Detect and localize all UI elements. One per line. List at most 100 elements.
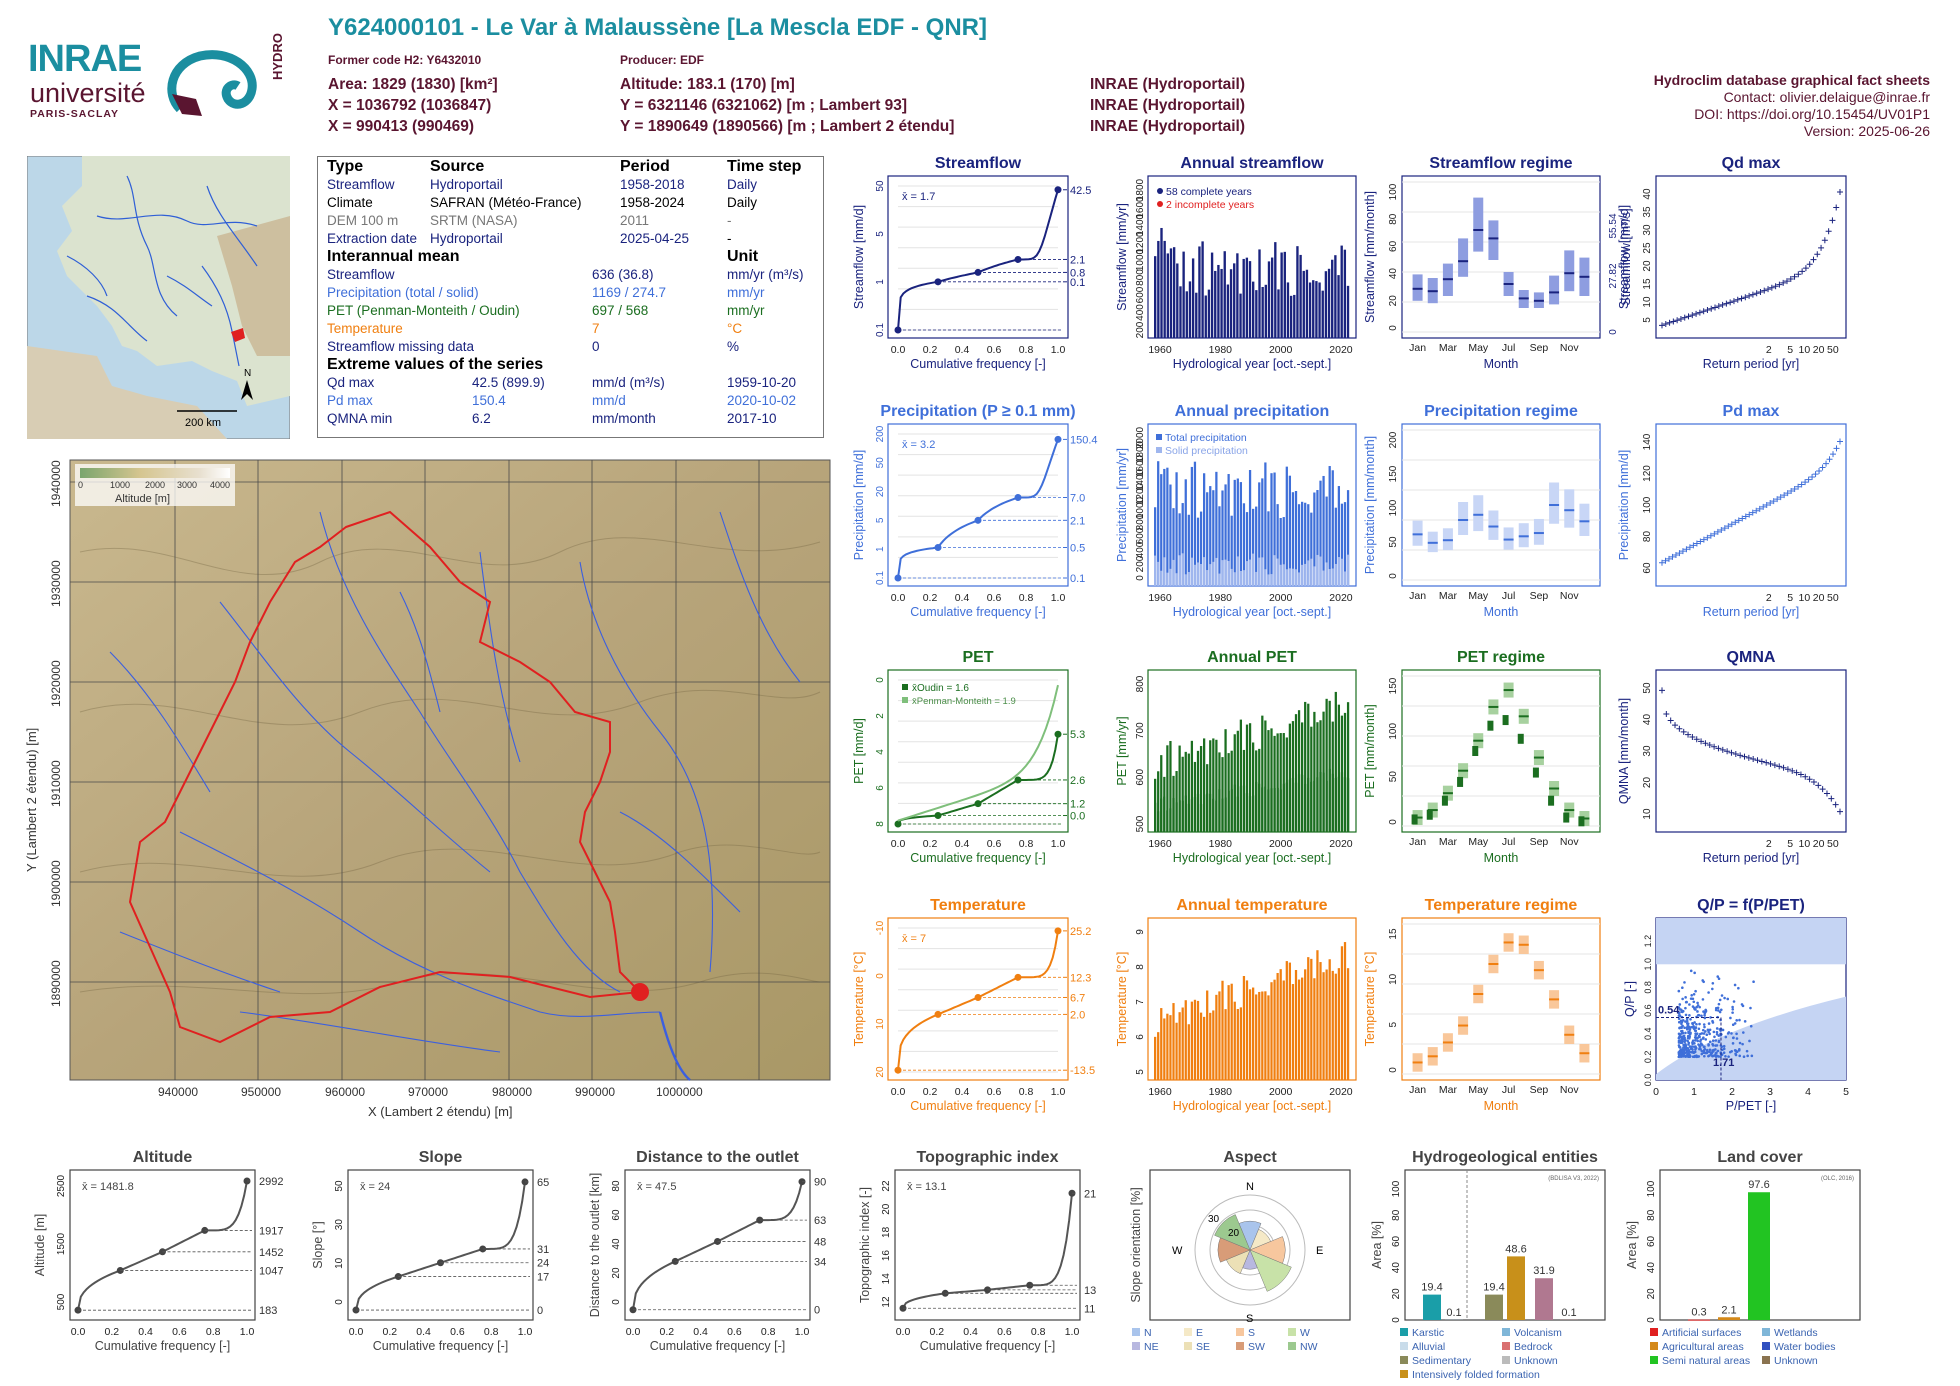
data-point bbox=[1799, 268, 1806, 275]
year-bar bbox=[1310, 958, 1313, 1080]
year-bar bbox=[1288, 475, 1292, 586]
data-point bbox=[1765, 286, 1772, 293]
year-bar-secondary bbox=[1236, 796, 1239, 832]
chart-title: Hydrogeological entities bbox=[1412, 1149, 1598, 1166]
year-bar bbox=[1308, 282, 1312, 338]
year-bar-secondary bbox=[1215, 557, 1218, 586]
qp-point bbox=[1708, 1050, 1711, 1054]
tick-label: 0.0 bbox=[896, 1326, 911, 1338]
tick-label: 0.4 bbox=[138, 1326, 153, 1338]
qp-point bbox=[1717, 1002, 1721, 1006]
year-bar bbox=[1328, 700, 1331, 832]
hydrogeo-legend-swatch bbox=[1502, 1342, 1510, 1350]
month-box bbox=[1458, 238, 1469, 277]
qp-point bbox=[1689, 1018, 1692, 1021]
year-bar bbox=[1301, 501, 1304, 586]
year-bar bbox=[1185, 291, 1188, 338]
svg-text:2000: 2000 bbox=[145, 480, 165, 490]
source-note: (OLC, 2016) bbox=[1821, 1176, 1854, 1182]
qp-point bbox=[1683, 1040, 1687, 1044]
left-tick-label: 15 bbox=[1388, 928, 1399, 940]
year-bar-secondary bbox=[1276, 787, 1279, 832]
svg-text:1930000: 1930000 bbox=[49, 560, 63, 607]
right-tick-label: 183 bbox=[259, 1305, 277, 1317]
year-bar bbox=[1321, 290, 1324, 338]
data-point bbox=[1739, 515, 1746, 522]
year-bar-secondary bbox=[1239, 570, 1243, 586]
aspect-legend-label: S bbox=[1248, 1327, 1255, 1339]
row-period: 1958-2018 bbox=[620, 177, 685, 192]
data-point bbox=[1746, 292, 1753, 299]
bar-value-label: 31.9 bbox=[1533, 1265, 1554, 1277]
data-point bbox=[1696, 309, 1703, 316]
logo-universite: université bbox=[30, 78, 146, 108]
right-tick-label: 2.6 bbox=[1070, 775, 1085, 787]
year-bar bbox=[1190, 740, 1194, 832]
row-type: Streamflow bbox=[327, 177, 395, 192]
y-axis-label: Distance to the outlet [km] bbox=[588, 1173, 602, 1318]
year-bar bbox=[1187, 1024, 1190, 1080]
tick-label: 0.2 bbox=[929, 1326, 944, 1338]
data-point bbox=[1832, 801, 1839, 808]
year-bar-secondary bbox=[1337, 776, 1341, 832]
qp-point bbox=[1712, 1030, 1716, 1034]
year-bar-secondary bbox=[1307, 560, 1310, 586]
year-bar bbox=[1175, 1022, 1178, 1080]
tick-label: 1.0 bbox=[1051, 1086, 1066, 1098]
data-point bbox=[1689, 312, 1696, 319]
left-tick-label: 50 bbox=[875, 457, 886, 469]
data-point bbox=[1749, 291, 1756, 298]
bar-value-label: 48.6 bbox=[1505, 1243, 1526, 1255]
right-tick-label: 0 bbox=[814, 1305, 820, 1317]
tick-label: 0.0 bbox=[891, 592, 906, 604]
year-bar bbox=[1199, 1012, 1203, 1080]
year-bar bbox=[1166, 253, 1170, 338]
chart-title: Topographic index bbox=[917, 1149, 1059, 1166]
basin-map: 0 1000 2000 3000 4000 Altitude [m] 94000… bbox=[24, 459, 831, 1119]
data-point bbox=[1666, 319, 1673, 326]
tick-label: Mar bbox=[1439, 1084, 1458, 1096]
data-point bbox=[1683, 546, 1690, 553]
right-tick-label: 0.1 bbox=[1070, 573, 1085, 585]
y-axis-label: Streamflow [mm/yr] bbox=[1115, 203, 1129, 311]
x-axis-label: Cumulative frequency [-] bbox=[910, 357, 1045, 371]
year-bar-secondary bbox=[1172, 798, 1175, 832]
left-tick-label: 10 bbox=[875, 1018, 886, 1030]
year-bar-secondary bbox=[1227, 560, 1230, 586]
chart-annual_temp: Annual temperature 1960 1980 2000 2020 5 6 7 8 9 H… bbox=[1115, 897, 1357, 1113]
year-bar bbox=[1160, 1008, 1163, 1080]
year-bar bbox=[1212, 738, 1215, 832]
chart-landcover: Land cover (OLC, 2016) 0.3 2.1 97.6 0 20 40 60 80… bbox=[1625, 1149, 1861, 1367]
doi[interactable]: DOI: https://doi.org/10.15454/UV01P1 bbox=[1694, 106, 1930, 122]
year-bar bbox=[1328, 466, 1331, 586]
data-point bbox=[1749, 509, 1756, 516]
right-tick-label: 63 bbox=[814, 1215, 826, 1227]
tick-label: Sep bbox=[1530, 1084, 1549, 1096]
tick-label: Nov bbox=[1560, 590, 1579, 602]
qp-point bbox=[1686, 1023, 1690, 1027]
qp-point bbox=[1703, 1054, 1706, 1058]
year-bar bbox=[1193, 761, 1197, 832]
qp-point bbox=[1677, 1050, 1681, 1054]
left-tick-label: 100 bbox=[1646, 1180, 1657, 1197]
qp-point bbox=[1688, 1035, 1692, 1039]
tick-label: 20 bbox=[1813, 592, 1825, 604]
qp-point bbox=[1694, 1026, 1697, 1030]
qp-point bbox=[1684, 1031, 1687, 1035]
year-bar bbox=[1307, 504, 1310, 586]
qp-point bbox=[1698, 1022, 1701, 1026]
qp-point bbox=[1731, 1023, 1735, 1027]
data-point bbox=[1689, 734, 1696, 741]
year-bar bbox=[1302, 270, 1305, 338]
year-bar bbox=[1203, 473, 1206, 586]
y-axis-label: Temperature [°C] bbox=[1115, 952, 1129, 1047]
year-bar bbox=[1245, 257, 1249, 338]
year-bar bbox=[1324, 271, 1328, 338]
qp-point bbox=[1709, 1016, 1712, 1019]
year-bar bbox=[1261, 286, 1264, 338]
year-bar bbox=[1227, 474, 1230, 586]
year-bar-secondary bbox=[1199, 804, 1203, 832]
qp-point bbox=[1733, 1049, 1737, 1052]
svg-text:990000: 990000 bbox=[575, 1085, 615, 1099]
data-point bbox=[1802, 773, 1809, 780]
